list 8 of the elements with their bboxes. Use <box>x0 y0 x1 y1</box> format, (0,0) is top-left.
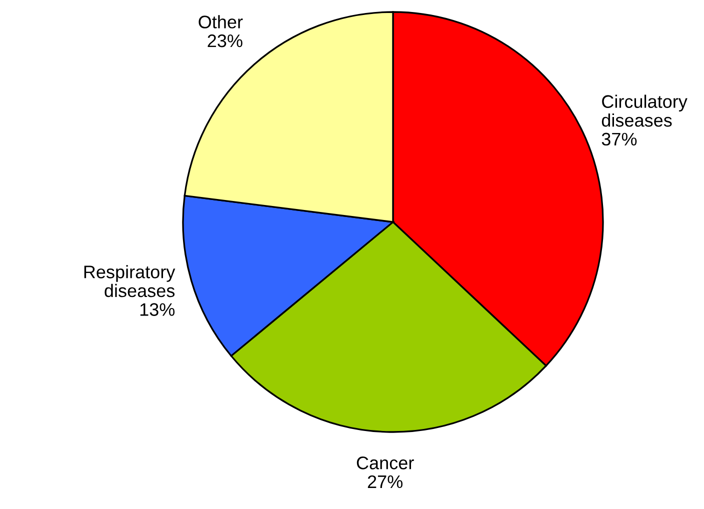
data-label: 23% <box>208 34 242 48</box>
data-label: 13% <box>140 303 175 316</box>
slice-label: Other <box>198 15 243 28</box>
slice-label: Circulatory diseases <box>602 94 688 127</box>
slice-label: Respiratory diseases <box>84 265 176 298</box>
data-label: 37% <box>602 132 637 146</box>
slice-label: Cancer <box>356 456 414 470</box>
data-label: 27% <box>368 475 403 488</box>
